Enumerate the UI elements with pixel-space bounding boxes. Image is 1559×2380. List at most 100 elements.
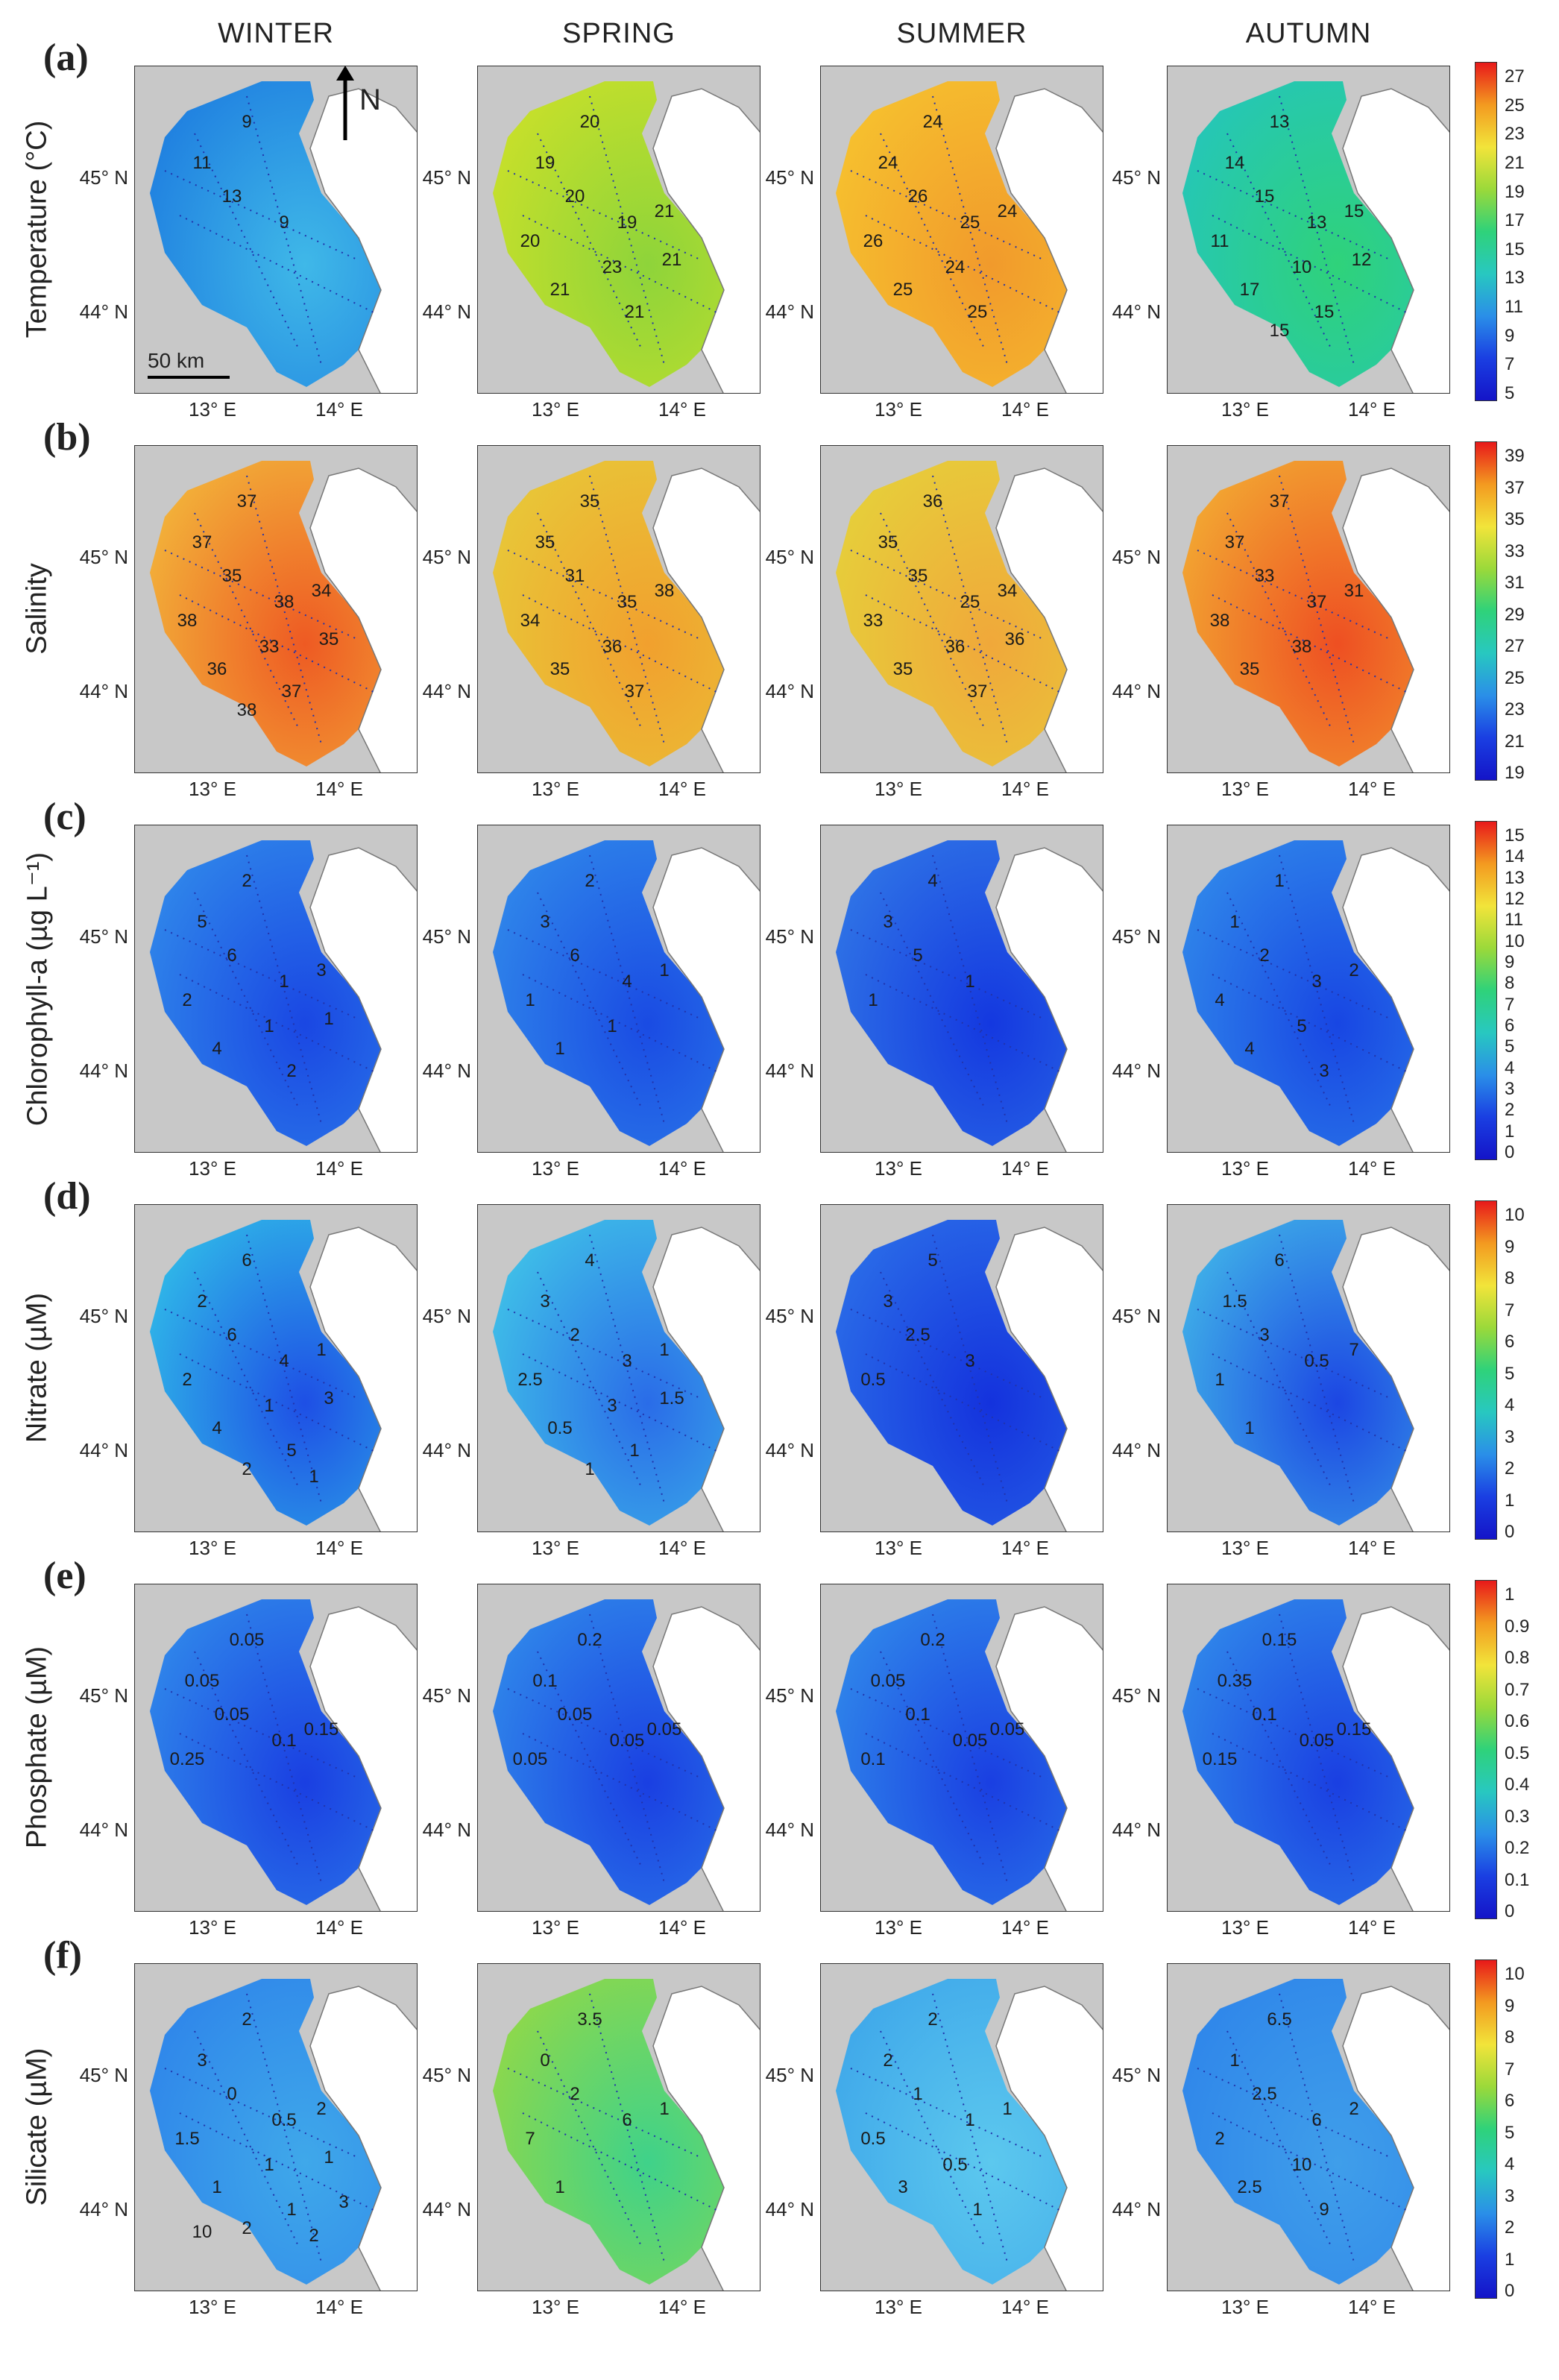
sea-field-map (1182, 1220, 1449, 1531)
contour-label: 23 (602, 257, 623, 277)
colorbar-tick: 3 (1505, 1426, 1515, 1447)
longitude-label: 14° E (1348, 1157, 1396, 1180)
croatian-coast (309, 1986, 417, 2291)
contour-label: 0.2 (920, 1630, 945, 1650)
longitude-label: 14° E (315, 1916, 363, 1939)
croatian-coast (1342, 1986, 1449, 2291)
latitude-label: 45° N (1112, 2064, 1161, 2086)
latitude-label: 44° N (1112, 680, 1161, 702)
colorbar-tick: 10 (1505, 1964, 1525, 1984)
station-tracks (507, 854, 717, 1124)
croatian-coast (1342, 88, 1449, 393)
contour-label: 2.5 (905, 1325, 930, 1345)
longitude-label: 13° E (875, 2296, 922, 2318)
row-letter: (c) (43, 796, 86, 838)
colorbar-tick: 0.7 (1505, 1679, 1530, 1700)
latitude-label: 45° N (79, 166, 128, 189)
contour-label: 10 (192, 2222, 212, 2242)
scale-bar-label: 50 km (148, 349, 205, 372)
colorbar-tick: 25 (1505, 95, 1525, 116)
contour-label: 2 (570, 1325, 580, 1345)
contour-label: 1.5 (1222, 1291, 1247, 1312)
sea-field-map (150, 1979, 417, 2291)
contour-label: 2 (182, 1370, 192, 1390)
colorbar-tick: 0 (1505, 2281, 1515, 2301)
colorbar-tick: 7 (1505, 354, 1515, 375)
latitude-label: 44° N (422, 300, 471, 323)
contour-label: 1 (913, 2084, 923, 2104)
contour-label: 2 (286, 1061, 297, 1081)
colorbar (1475, 821, 1497, 1160)
contour-label: 4 (585, 1250, 595, 1271)
colorbar-tick: 0.3 (1505, 1806, 1530, 1827)
contour-label: 20 (520, 231, 541, 251)
colorbar-tick: 21 (1505, 731, 1525, 752)
contour-label: 1 (1229, 912, 1240, 932)
contour-label: 0 (540, 2050, 550, 2071)
contour-label: 24 (945, 257, 966, 277)
colorbar-tick: 6 (1505, 1332, 1515, 1352)
croatian-coast (309, 468, 417, 772)
contour-label: 24 (878, 153, 898, 173)
longitude-label: 14° E (1001, 398, 1049, 421)
row-letter: (a) (43, 37, 89, 79)
map-panel: 20 19 20 19 20 21 21 23 21 21 (477, 66, 760, 394)
contour-label: 37 (1269, 491, 1290, 511)
contour-label: 1 (965, 972, 975, 992)
colorbar-tick: 27 (1505, 636, 1525, 656)
colorbar-tick: 0.9 (1505, 1616, 1530, 1637)
latitude-label: 44° N (422, 1060, 471, 1082)
longitude-label: 14° E (1348, 398, 1396, 421)
longitude-label: 13° E (532, 1157, 579, 1180)
contour-label: 3 (622, 1351, 632, 1371)
longitude-label: 14° E (315, 1537, 363, 1559)
contour-label: 35 (892, 659, 913, 679)
colorbar-tick: 27 (1505, 66, 1525, 86)
contour-label: 38 (274, 592, 295, 612)
contour-label: 4 (279, 1351, 289, 1371)
station-tracks (507, 95, 717, 365)
contour-label: 33 (259, 637, 280, 657)
croatian-coast (995, 1606, 1103, 1911)
map-panel: 5 3 2.5 3 0.5 (820, 1204, 1103, 1532)
contour-label: 1 (324, 1009, 334, 1029)
contour-label: 2 (570, 2084, 580, 2104)
contour-label: 0.1 (905, 1704, 930, 1725)
row-axis-label: Chlorophyll-a (µg L⁻¹) (22, 851, 54, 1127)
colorbar-tick: 4 (1505, 1057, 1515, 1078)
contour-label: 2 (309, 2226, 319, 2246)
contour-label: 1 (555, 1039, 565, 1059)
contour-label: 20 (579, 112, 600, 132)
contour-label: 2 (242, 871, 252, 891)
colorbar-tick: 3 (1505, 2185, 1515, 2206)
sea-area (1182, 1979, 1421, 2285)
colorbar-tick: 33 (1505, 541, 1525, 561)
contour-label: 0.05 (646, 1719, 682, 1740)
map-panel: 6.5 1 2.5 6 2 2 2.5 10 9 (1167, 1963, 1450, 2291)
station-tracks (164, 1614, 374, 1883)
sea-area (1182, 1220, 1421, 1526)
contour-label: 1 (972, 2200, 983, 2220)
longitude-label: 13° E (532, 1916, 579, 1939)
contour-label: 1 (659, 2099, 670, 2119)
contour-label: 24 (922, 112, 943, 132)
longitude-label: 13° E (875, 1537, 922, 1559)
colorbar-tick: 5 (1505, 2122, 1515, 2143)
contour-label: 36 (945, 637, 966, 657)
contour-label: 3 (965, 1351, 975, 1371)
colorbar-tick: 0.5 (1505, 1742, 1530, 1763)
latitude-label: 45° N (1112, 1305, 1161, 1327)
colorbar-tick: 29 (1505, 604, 1525, 625)
contour-label: 38 (236, 700, 257, 720)
contour-label: 0.05 (989, 1719, 1025, 1740)
croatian-coast (1342, 468, 1449, 772)
contour-label: 35 (878, 532, 898, 552)
contour-label: 0.15 (303, 1719, 339, 1740)
colorbar-tick: 8 (1505, 973, 1515, 994)
contour-label: 3 (898, 2177, 908, 2197)
colorbar-tick: 23 (1505, 124, 1525, 145)
longitude-label: 13° E (189, 398, 236, 421)
colorbar-tick: 39 (1505, 446, 1525, 466)
contour-label: 1 (1244, 1418, 1255, 1438)
